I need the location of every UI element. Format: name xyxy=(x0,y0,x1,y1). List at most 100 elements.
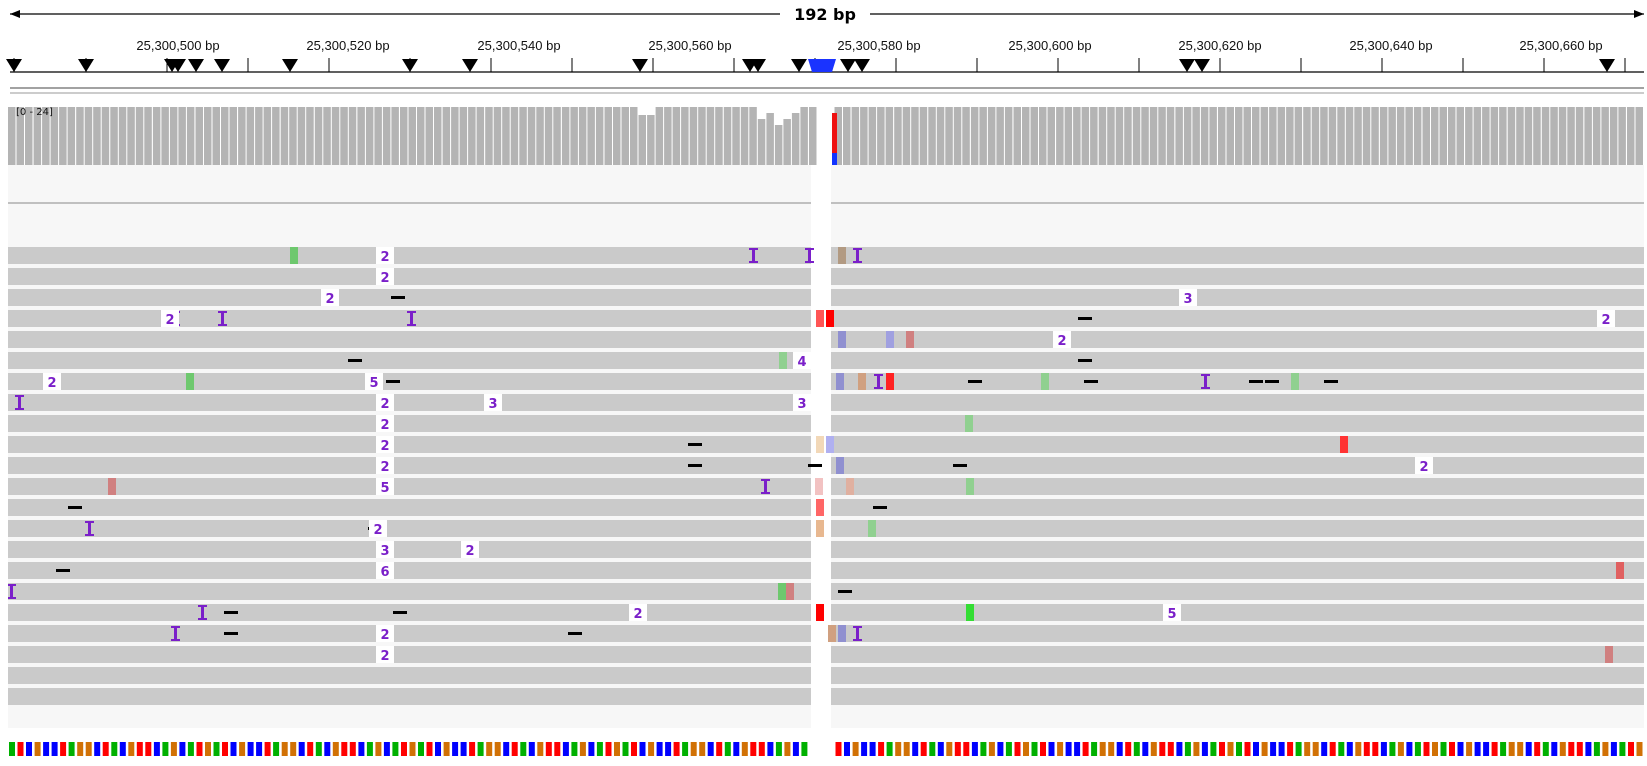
insertion-count-label[interactable]: 2 xyxy=(633,607,642,622)
coverage-bar xyxy=(255,107,263,165)
insertion-count-label[interactable]: 2 xyxy=(1419,460,1428,475)
deletion-mark xyxy=(1084,380,1098,383)
coverage-bar xyxy=(877,107,885,165)
reference-base xyxy=(1610,742,1617,756)
insertion-count-label[interactable]: 4 xyxy=(797,355,806,370)
insertion-count-label[interactable]: 2 xyxy=(380,460,389,475)
coverage-bar xyxy=(1482,107,1490,165)
coverage-bar xyxy=(1601,107,1609,165)
insertion-count-label[interactable]: 3 xyxy=(797,397,806,412)
coverage-bar xyxy=(331,107,340,165)
insertion-count-label[interactable]: 3 xyxy=(1183,292,1192,307)
insertion-bar xyxy=(174,626,177,641)
reference-base xyxy=(520,742,527,756)
reference-base xyxy=(937,742,944,756)
reference-base xyxy=(1244,742,1251,756)
insertion-count-label[interactable]: 2 xyxy=(380,439,389,454)
coverage-bar xyxy=(1337,107,1345,165)
coverage-track[interactable]: [0 - 24] xyxy=(8,105,1644,165)
mismatch-base xyxy=(1605,646,1613,663)
coverage-bar xyxy=(1499,107,1507,165)
insertion-count-label[interactable]: 3 xyxy=(380,544,389,559)
insertion-count-label[interactable]: 5 xyxy=(1167,607,1176,622)
reference-base xyxy=(1551,742,1558,756)
insertion-count-label[interactable]: 2 xyxy=(380,418,389,433)
deletion-mark xyxy=(386,380,400,383)
reference-base xyxy=(426,742,433,756)
insertion-count-label[interactable]: 2 xyxy=(165,313,174,328)
coverage-bar xyxy=(681,107,689,165)
reference-base xyxy=(639,742,646,756)
reference-base xyxy=(971,742,978,756)
reference-base xyxy=(298,742,305,756)
mismatch-base xyxy=(816,499,824,516)
mismatch-base xyxy=(290,247,298,264)
reference-base xyxy=(1125,742,1132,756)
insertion-label-box xyxy=(376,562,394,579)
insertion-count-label[interactable]: 2 xyxy=(380,628,389,643)
coverage-bar xyxy=(59,107,67,165)
reference-base xyxy=(1585,742,1592,756)
coverage-bar xyxy=(289,107,297,165)
reference-base xyxy=(1133,742,1140,756)
reference-base xyxy=(852,742,859,756)
insertion-count-label[interactable]: 2 xyxy=(380,649,389,664)
insertion-count-label[interactable]: 2 xyxy=(373,523,382,538)
insertion-count-label[interactable]: 2 xyxy=(1057,334,1066,349)
insertion-label-box xyxy=(369,520,387,537)
insertion-bar xyxy=(88,521,91,536)
coverage-bar xyxy=(1073,107,1081,165)
reference-base xyxy=(392,742,399,756)
coverage-bar xyxy=(902,107,911,165)
reference-base xyxy=(85,742,92,756)
reference-base xyxy=(1082,742,1089,756)
ruler-track[interactable]: 192 bp 25,300,500 bp 25,300,520 bp 25,30… xyxy=(0,0,1647,100)
insertion-count-label[interactable]: 3 xyxy=(488,397,497,412)
insertion-count-label[interactable]: 2 xyxy=(325,292,334,307)
coverage-bar xyxy=(851,107,860,165)
coverage-histogram[interactable] xyxy=(8,105,1644,165)
reference-base xyxy=(792,742,799,756)
insertion-count-label[interactable]: 2 xyxy=(465,544,474,559)
coverage-bar xyxy=(928,107,936,165)
insertion-label-box xyxy=(629,604,647,621)
reference-base xyxy=(1031,742,1038,756)
insertion-count-label[interactable]: 2 xyxy=(1601,313,1610,328)
read-right xyxy=(831,478,1644,495)
coverage-bar xyxy=(860,107,868,165)
reference-base xyxy=(1474,742,1481,756)
read-left xyxy=(8,625,811,642)
reference-base xyxy=(1559,742,1566,756)
read-right xyxy=(831,331,1644,348)
reference-base xyxy=(835,742,842,756)
coverage-bar xyxy=(1243,107,1251,165)
insertion-count-label[interactable]: 5 xyxy=(380,481,389,496)
insertion-count-label[interactable]: 2 xyxy=(47,376,56,391)
insertion-count-label[interactable]: 6 xyxy=(380,565,389,580)
insertion-bar-cap xyxy=(1201,374,1210,376)
insertion-bar-cap xyxy=(1201,387,1210,389)
coverage-bar xyxy=(238,107,246,165)
reference-base xyxy=(1372,742,1379,756)
reference-base xyxy=(1304,742,1311,756)
coverage-bar xyxy=(936,107,945,165)
coverage-bar xyxy=(84,107,93,165)
reference-sequence-track[interactable] xyxy=(8,740,1644,758)
insertion-label-box xyxy=(461,541,479,558)
read-right xyxy=(831,457,1644,474)
coverage-bar xyxy=(323,107,331,165)
insertion-count-label[interactable]: 5 xyxy=(369,376,378,391)
insertion-count-label[interactable]: 2 xyxy=(380,250,389,265)
coverage-bar xyxy=(749,107,757,165)
coverage-bar xyxy=(1439,107,1447,165)
reference-base xyxy=(222,742,228,756)
insertion-count-label[interactable]: 2 xyxy=(380,271,389,286)
reference-base xyxy=(1236,742,1242,756)
coverage-bar xyxy=(246,107,255,165)
reference-base xyxy=(954,742,961,756)
coverage-bar xyxy=(613,107,621,165)
insertion-count-label[interactable]: 2 xyxy=(380,397,389,412)
coverage-bar xyxy=(1200,107,1209,165)
